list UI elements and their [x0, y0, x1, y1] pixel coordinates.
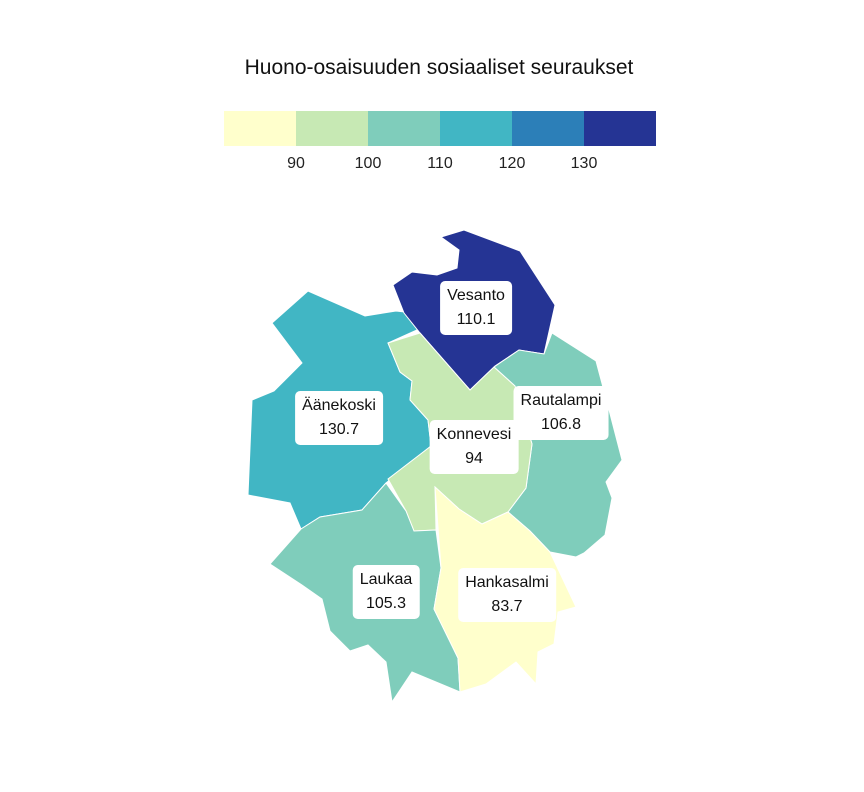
- region-name: Vesanto: [447, 287, 505, 304]
- region-label-konnevesi: Konnevesi 94: [429, 420, 519, 474]
- map-title: Huono-osaisuuden sosiaaliset seuraukset: [244, 56, 634, 79]
- legend-swatch: [296, 111, 368, 146]
- region-value: 105.3: [365, 595, 407, 612]
- legend-swatch: [584, 111, 656, 146]
- legend-swatch: [512, 111, 584, 146]
- legend-tick-label: 110: [427, 155, 453, 172]
- region-name: Laukaa: [359, 571, 413, 588]
- legend-swatch: [368, 111, 440, 146]
- legend-tick-label: 120: [498, 155, 526, 172]
- legend-tick-label: 130: [570, 155, 598, 172]
- region-label-laukaa: Laukaa 105.3: [352, 565, 420, 619]
- legend-tick-label: 90: [287, 155, 305, 172]
- region-name: Rautalampi: [520, 392, 602, 409]
- region-name: Äänekoski: [302, 397, 376, 414]
- region-value: 130.7: [318, 421, 360, 438]
- region-value: 83.7: [491, 598, 523, 615]
- region-name: Konnevesi: [436, 426, 512, 443]
- region-label-vesanto: Vesanto 110.1: [440, 281, 512, 335]
- region-value: 106.8: [540, 416, 582, 433]
- region-label-rautalampi: Rautalampi 106.8: [513, 386, 609, 440]
- region-name: Hankasalmi: [465, 574, 549, 591]
- region-value: 110.1: [456, 311, 496, 328]
- region-value: 94: [465, 450, 483, 467]
- legend-tick-label: 100: [354, 155, 382, 172]
- legend-swatch: [224, 111, 296, 146]
- legend-swatch: [440, 111, 512, 146]
- region-label-hankasalmi: Hankasalmi 83.7: [458, 568, 556, 622]
- color-legend: [224, 111, 656, 146]
- region-label-aanekoski: Äänekoski 130.7: [295, 391, 383, 445]
